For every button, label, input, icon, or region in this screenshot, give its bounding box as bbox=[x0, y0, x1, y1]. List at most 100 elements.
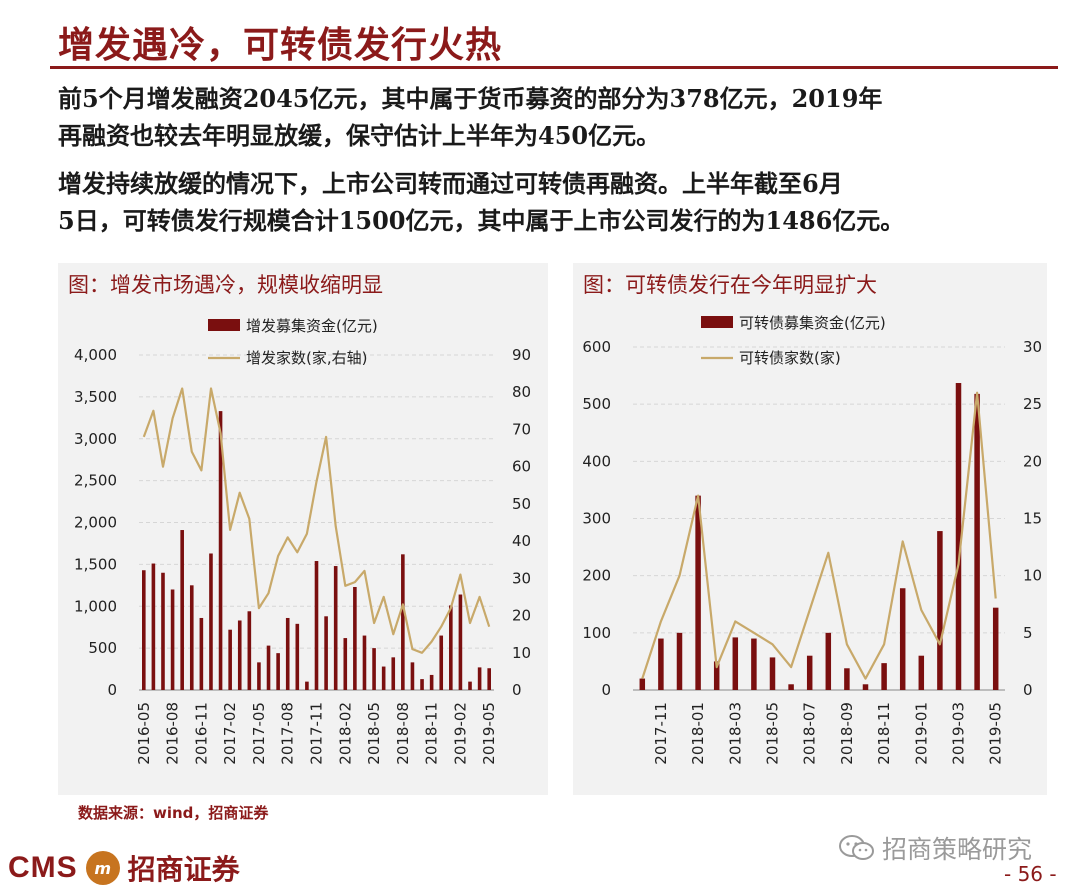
cms-logo: CMS m 招商证券 bbox=[8, 848, 240, 888]
y-left-tick-label: 600 bbox=[582, 338, 611, 356]
y-right-tick-label: 0 bbox=[512, 681, 522, 699]
bar-2018-01 bbox=[695, 495, 701, 690]
y-right-tick-label: 90 bbox=[512, 346, 531, 364]
bar-2019-03 bbox=[468, 681, 472, 690]
bar-2019-03 bbox=[955, 383, 962, 690]
y-right-tick-label: 40 bbox=[512, 532, 531, 550]
bar-2016-06 bbox=[151, 563, 156, 690]
bar-2019-05 bbox=[992, 607, 999, 690]
bar-2019-04 bbox=[477, 667, 482, 690]
bar-2018-11 bbox=[881, 663, 887, 690]
legend-label-bar: 可转债募集资金(亿元) bbox=[739, 314, 886, 332]
y-left-tick-label: 3,500 bbox=[74, 388, 117, 406]
bar-2018-03 bbox=[732, 637, 739, 690]
page-title: 增发遇冷，可转债发行火热 bbox=[58, 24, 503, 66]
bar-2018-05 bbox=[769, 657, 776, 690]
bar-2017-02 bbox=[228, 629, 232, 690]
bar-2017-01 bbox=[218, 411, 223, 690]
x-tick-label: 2016-05 bbox=[135, 702, 153, 765]
data-source: 数据来源：wind，招商证券 bbox=[78, 804, 269, 822]
x-tick-label: 2019-05 bbox=[987, 702, 1005, 765]
y-right-tick-label: 0 bbox=[1023, 681, 1033, 699]
y-left-tick-label: 200 bbox=[582, 567, 611, 585]
legend-label-bar: 增发募集资金(亿元) bbox=[246, 317, 378, 335]
x-tick-label: 2017-05 bbox=[250, 702, 268, 765]
x-tick-label: 2018-05 bbox=[365, 702, 383, 765]
y-right-tick-label: 10 bbox=[1023, 567, 1042, 585]
chart-seo: 0 500 1,000 1,500 2,000 2,500 3,000 3,500 4,000 0… bbox=[74, 317, 531, 765]
bar-2017-11 bbox=[314, 561, 319, 690]
bar-2018-03 bbox=[353, 586, 357, 690]
bar-2017-06 bbox=[266, 645, 271, 690]
para1-line1: 前5个月增发融资2045亿元，其中属于货币募资的部分为378亿元，2019年 bbox=[58, 84, 883, 113]
legend-swatch-bar bbox=[701, 316, 733, 328]
bar-2018-11 bbox=[429, 674, 434, 690]
bar-2017-10 bbox=[639, 678, 646, 690]
bar-2018-04 bbox=[751, 638, 757, 690]
bar-2018-12 bbox=[439, 635, 444, 690]
y-right-tick-label: 15 bbox=[1023, 510, 1042, 528]
y-right-tick-label: 50 bbox=[512, 495, 531, 513]
bar-2016-08 bbox=[170, 589, 175, 690]
bar-2017-07 bbox=[276, 653, 280, 690]
y-left-tick-label: 500 bbox=[582, 395, 611, 413]
series-line bbox=[142, 387, 491, 654]
y-left-tick-label: 1,000 bbox=[74, 597, 117, 615]
bar-2017-12 bbox=[676, 632, 683, 690]
bar-2018-08 bbox=[825, 632, 832, 690]
x-tick-label: 2017-11 bbox=[308, 702, 326, 765]
y-right-tick-label: 60 bbox=[512, 458, 531, 476]
wechat-watermark: 招商策略研究 bbox=[838, 830, 1032, 866]
y-right-tick-label: 30 bbox=[512, 569, 531, 587]
y-left-tick-label: 0 bbox=[107, 681, 117, 699]
x-tick-label: 2018-01 bbox=[689, 702, 707, 765]
series-line bbox=[641, 391, 997, 680]
x-tick-label: 2018-08 bbox=[394, 702, 412, 765]
x-tick-label: 2018-11 bbox=[875, 702, 893, 765]
bar-2018-06 bbox=[788, 684, 794, 690]
x-tick-label: 2018-07 bbox=[801, 702, 819, 765]
bar-2018-02 bbox=[343, 638, 348, 690]
chart-title: 图：增发市场遇冷，规模收缩明显 bbox=[68, 273, 383, 297]
bar-2017-12 bbox=[324, 616, 328, 690]
bar-2017-11 bbox=[658, 638, 664, 690]
y-left-tick-label: 2,000 bbox=[74, 514, 117, 532]
bar-2018-04 bbox=[362, 635, 367, 690]
y-left-tick-label: 4,000 bbox=[74, 346, 117, 364]
legend-label-line: 可转债家数(家) bbox=[739, 349, 841, 367]
para1-line2: 再融资也较去年明显放缓，保守估计上半年为450亿元。 bbox=[58, 121, 661, 150]
chart-title: 图：可转债发行在今年明显扩大 bbox=[583, 273, 877, 297]
y-left-tick-label: 400 bbox=[582, 452, 611, 470]
x-tick-label: 2017-02 bbox=[221, 702, 239, 765]
x-tick-label: 2018-02 bbox=[336, 702, 354, 765]
bar-2018-10 bbox=[420, 679, 424, 690]
y-right-tick-label: 70 bbox=[512, 420, 531, 438]
y-right-tick-label: 20 bbox=[1023, 452, 1042, 470]
legend-label-line: 增发家数(家,右轴) bbox=[246, 349, 367, 367]
bar-2018-01 bbox=[333, 566, 338, 690]
bar-2016-12 bbox=[209, 553, 213, 690]
x-tick-label: 2016-08 bbox=[164, 702, 182, 765]
y-left-tick-label: 2,500 bbox=[74, 472, 117, 490]
y-right-tick-label: 30 bbox=[1023, 338, 1042, 356]
chart-cb: 0 100 200 300 400 500 600 0 5 10 15 20 25 30 2017-11 20… bbox=[582, 314, 1042, 765]
bar-2016-07 bbox=[161, 572, 165, 690]
x-tick-label: 2019-02 bbox=[451, 702, 469, 765]
bar-2019-02 bbox=[458, 594, 463, 690]
y-right-tick-label: 25 bbox=[1023, 395, 1042, 413]
y-left-tick-label: 300 bbox=[582, 510, 611, 528]
bar-2018-12 bbox=[899, 588, 906, 690]
bar-2017-05 bbox=[257, 662, 261, 690]
y-left-tick-label: 3,000 bbox=[74, 430, 117, 448]
x-tick-label: 2018-09 bbox=[838, 702, 856, 765]
chart-panel-seo: 图：增发市场遇冷，规模收缩明显 0 50 0 1,000 1,500 2,000 2,500… bbox=[58, 263, 548, 795]
bar-2017-10 bbox=[305, 681, 309, 690]
y-left-tick-label: 0 bbox=[601, 681, 611, 699]
logo-en: CMS bbox=[8, 851, 78, 884]
bar-2016-05 bbox=[141, 570, 146, 690]
para2-line1: 增发持续放缓的情况下，上市公司转而通过可转债再融资。上半年截至6月 bbox=[58, 169, 843, 198]
y-left-tick-label: 1,500 bbox=[74, 555, 117, 573]
x-tick-label: 2016-11 bbox=[192, 702, 210, 765]
y-left-tick-label: 100 bbox=[582, 624, 611, 642]
x-tick-label: 2018-05 bbox=[764, 702, 782, 765]
